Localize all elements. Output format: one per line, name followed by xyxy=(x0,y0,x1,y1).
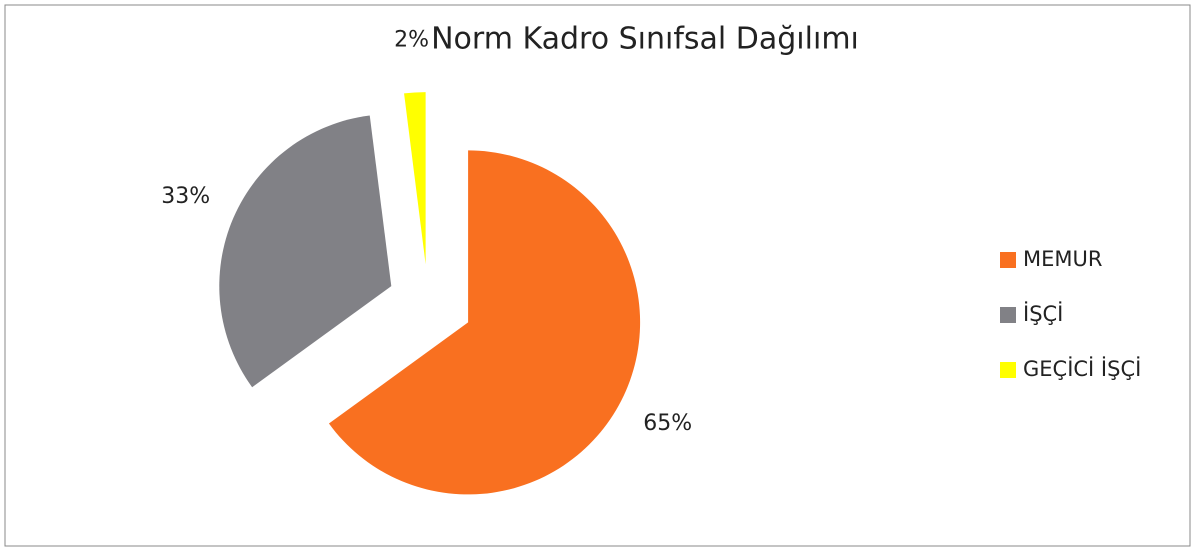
legend-label: İŞÇİ xyxy=(1023,301,1063,326)
legend-label: GEÇİCİ İŞÇİ xyxy=(1023,356,1141,381)
legend-swatch xyxy=(1000,252,1016,268)
data-label: 2% xyxy=(394,28,429,53)
legend-swatch xyxy=(1000,362,1016,378)
data-label: 33% xyxy=(161,184,210,209)
legend-swatch xyxy=(1000,307,1016,323)
pie-slice xyxy=(219,115,392,388)
pie-slice xyxy=(404,92,426,265)
data-label: 65% xyxy=(643,411,692,436)
chart-title: Norm Kadro Sınıfsal Dağılımı xyxy=(431,22,859,57)
legend-label: MEMUR xyxy=(1023,247,1102,271)
pie-slice xyxy=(328,150,641,495)
